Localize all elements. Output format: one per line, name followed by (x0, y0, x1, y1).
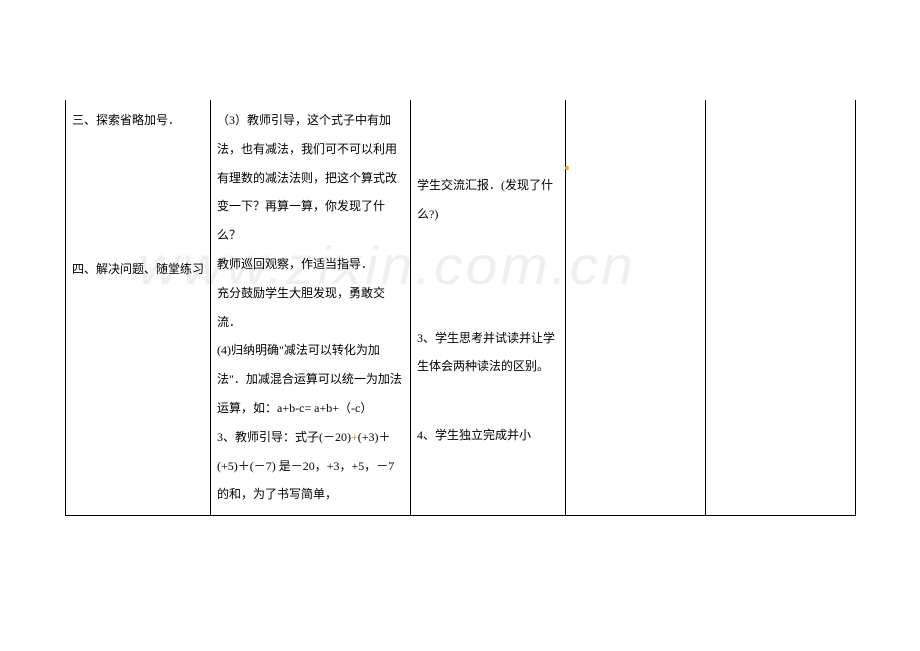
paragraph: （3）教师引导，这个式子中有加法，也有减法，我们可不可以利用有理数的减法法则，把… (217, 106, 404, 250)
cell-col3: 学生交流汇报．(发现了什么?) 3、学生思考并试读并让学生体会两种读法的区别。 … (411, 100, 566, 516)
paragraph: 充分鼓励学生大胆发现，勇敢交流． (217, 279, 404, 337)
accent-dot (565, 166, 569, 170)
section-heading: 三、探索省略加号． (72, 106, 204, 135)
paragraph: 3、教师引导：式子(－20)+(+3)＋(+5)＋(－7) 是－20，+3，+5… (217, 423, 404, 509)
cell-col5 (706, 100, 856, 516)
section-heading: 四、解决问题、随堂练习 (72, 255, 204, 284)
table-row: 三、探索省略加号． 四、解决问题、随堂练习 （3）教师引导，这个式子中有加法，也… (66, 100, 856, 516)
cell-col4 (566, 100, 706, 516)
cell-col1: 三、探索省略加号． 四、解决问题、随堂练习 (66, 100, 211, 516)
highlighted-plus: + (351, 430, 358, 444)
paragraph: (4)归纳明确"减法可以转化为加法"．加减混合运算可以统一为加法运算，如：a+b… (217, 336, 404, 422)
paragraph: 4、学生独立完成并小 (417, 421, 559, 450)
paragraph: 学生交流汇报．(发现了什么?) (417, 171, 559, 229)
paragraph: 3、学生思考并试读并让学生体会两种读法的区别。 (417, 324, 559, 382)
lesson-plan-table: 三、探索省略加号． 四、解决问题、随堂练习 （3）教师引导，这个式子中有加法，也… (65, 100, 856, 516)
paragraph: 教师巡回观察，作适当指导． (217, 250, 404, 279)
cell-col2: （3）教师引导，这个式子中有加法，也有减法，我们可不可以利用有理数的减法法则，把… (211, 100, 411, 516)
